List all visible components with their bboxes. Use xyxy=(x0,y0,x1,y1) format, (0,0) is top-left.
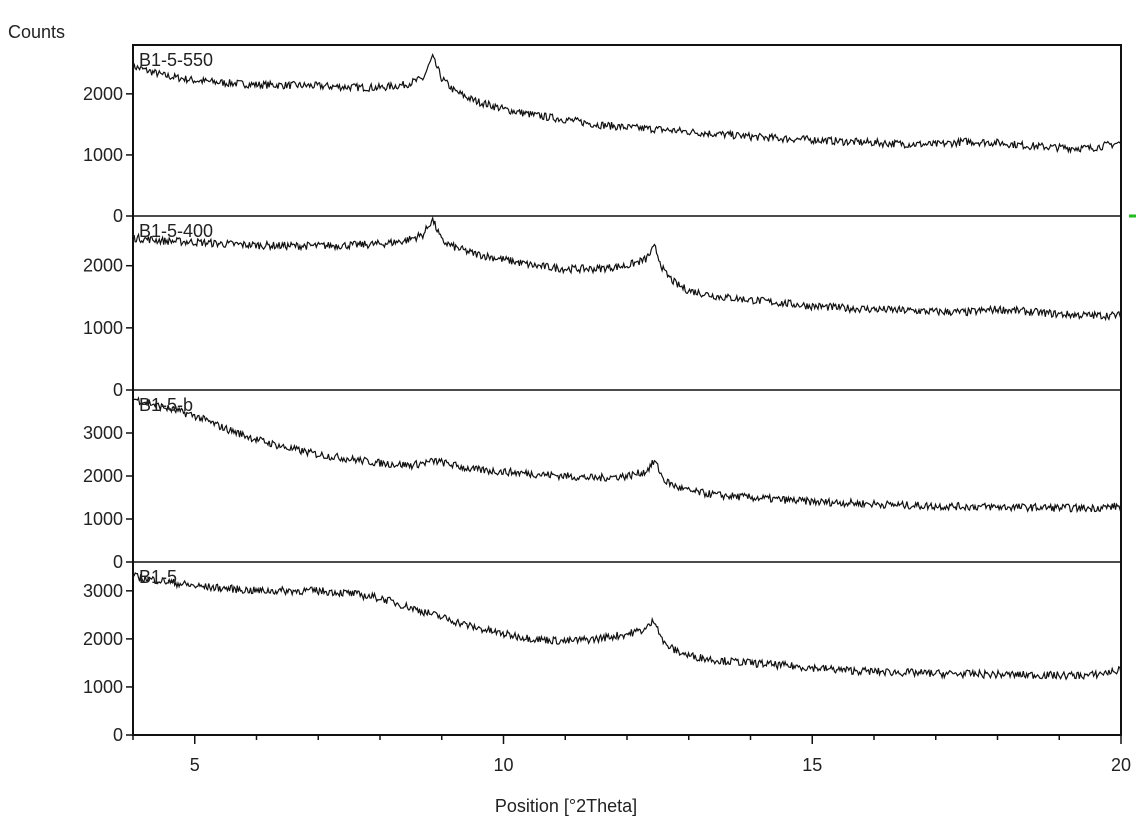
y-tick-label: 0 xyxy=(113,380,123,400)
series-trace xyxy=(132,396,1122,514)
panel-label: B1-5-550 xyxy=(139,50,213,70)
plot-frame xyxy=(132,44,1122,736)
y-tick-label: 0 xyxy=(113,206,123,226)
y-tick-label: 0 xyxy=(113,725,123,745)
panel-label: B1-5 xyxy=(139,567,177,587)
y-axis-title: Counts xyxy=(8,22,65,42)
x-tick-label: 10 xyxy=(493,755,513,775)
panel-2: 0 1000 2000 B1-5-400 xyxy=(83,215,1122,400)
y-tick-label: 1000 xyxy=(83,145,123,165)
series-trace xyxy=(132,572,1122,681)
panel-label: B1-5-400 xyxy=(139,221,213,241)
panels-group: 0 1000 2000 B1-5-550 0 1000 2000 B1-5-400 0 1000 2… xyxy=(83,50,1122,745)
y-tick-label: 1000 xyxy=(83,677,123,697)
panel-label: B1-5-b xyxy=(139,395,193,415)
x-axis: 5 10 15 20 xyxy=(132,735,1131,775)
panel-3: 0 1000 2000 3000 B1-5-b xyxy=(83,395,1122,572)
y-tick-label: 1000 xyxy=(83,318,123,338)
x-axis-title: Position [°2Theta] xyxy=(495,796,637,816)
x-tick-label: 5 xyxy=(190,755,200,775)
y-tick-label: 2000 xyxy=(83,256,123,276)
panel-4: 0 1000 2000 3000 B1-5 xyxy=(83,567,1122,745)
y-tick-label: 3000 xyxy=(83,423,123,443)
y-tick-label: 2000 xyxy=(83,629,123,649)
panel-1: 0 1000 2000 B1-5-550 xyxy=(83,50,1122,226)
series-trace xyxy=(132,215,1122,322)
y-tick-label: 2000 xyxy=(83,84,123,104)
y-tick-label: 0 xyxy=(113,552,123,572)
series-trace xyxy=(132,53,1122,155)
y-tick-label: 3000 xyxy=(83,581,123,601)
y-tick-label: 2000 xyxy=(83,466,123,486)
y-tick-label: 1000 xyxy=(83,509,123,529)
x-tick-label: 20 xyxy=(1111,755,1131,775)
x-tick-label: 15 xyxy=(802,755,822,775)
